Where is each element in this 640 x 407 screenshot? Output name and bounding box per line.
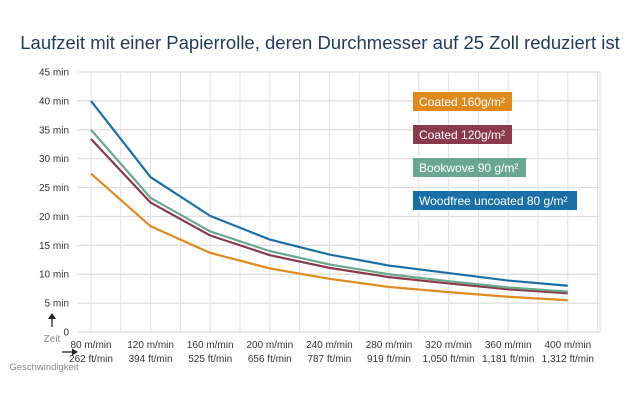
legend-label: Bookwove 90 g/m²	[419, 161, 518, 175]
x-tick-label: 1,181 ft/min	[482, 354, 534, 365]
legend-swatch	[413, 125, 512, 144]
x-tick-label: 80 m/min	[70, 340, 111, 351]
legend-swatch	[413, 92, 512, 111]
x-tick-label: 240 m/min	[306, 340, 353, 351]
x-tick-label: 656 ft/min	[248, 354, 292, 365]
x-axis-label: Geschwindigkeit	[9, 362, 79, 373]
x-tick-label: 1,312 ft/min	[542, 354, 594, 365]
y-tick-label: 45 min	[39, 68, 69, 79]
x-tick-label: 262 ft/min	[69, 354, 113, 365]
x-tick-label: 525 ft/min	[188, 354, 232, 365]
y-tick-label: 35 min	[39, 125, 69, 136]
legend-label: Coated 160g/m²	[419, 95, 505, 109]
y-tick-label: 15 min	[39, 241, 69, 252]
x-tick-label: 1,050 ft/min	[422, 354, 474, 365]
y-tick-label: 40 min	[39, 96, 69, 107]
chart-title: Laufzeit mit einer Papierrolle, deren Du…	[20, 32, 620, 53]
y-tick-label: 20 min	[39, 212, 69, 223]
y-tick-label: 0	[63, 328, 69, 339]
x-tick-label: 360 m/min	[485, 340, 532, 351]
legend-label: Coated 120g/m²	[419, 128, 505, 142]
x-tick-label: 787 ft/min	[307, 354, 351, 365]
y-axis-label: Zeit	[44, 334, 61, 345]
legend-swatch	[413, 191, 577, 210]
x-axis-arrow-head	[72, 348, 78, 356]
x-tick-label: 400 m/min	[544, 340, 591, 351]
y-tick-label: 30 min	[39, 154, 69, 165]
y-axis-arrow-head	[48, 313, 56, 319]
x-tick-label: 280 m/min	[366, 340, 413, 351]
y-tick-label: 10 min	[39, 270, 69, 281]
x-tick-label: 919 ft/min	[367, 354, 411, 365]
y-tick-label: 25 min	[39, 183, 69, 194]
x-tick-label: 394 ft/min	[129, 354, 173, 365]
x-tick-label: 200 m/min	[246, 340, 293, 351]
y-tick-label: 5 min	[45, 299, 69, 310]
x-tick-label: 160 m/min	[187, 340, 234, 351]
legend-swatch	[413, 158, 526, 177]
legend-label: Woodfree uncoated 80 g/m²	[419, 194, 568, 208]
x-tick-label: 120 m/min	[127, 340, 174, 351]
x-tick-label: 320 m/min	[425, 340, 472, 351]
